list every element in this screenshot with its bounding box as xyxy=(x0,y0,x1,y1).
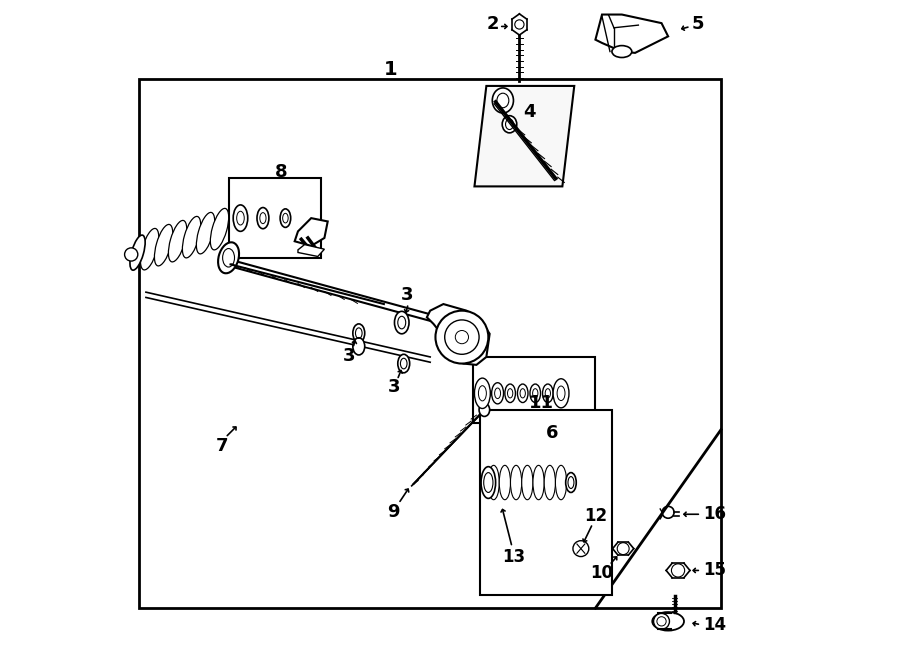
Ellipse shape xyxy=(168,220,186,262)
Text: 11: 11 xyxy=(528,394,554,412)
Ellipse shape xyxy=(183,216,201,258)
Ellipse shape xyxy=(257,208,269,229)
Ellipse shape xyxy=(543,384,553,403)
Polygon shape xyxy=(298,245,324,256)
Ellipse shape xyxy=(394,311,409,334)
Text: 3: 3 xyxy=(400,286,413,305)
Ellipse shape xyxy=(353,324,364,342)
Ellipse shape xyxy=(491,383,503,404)
Ellipse shape xyxy=(155,225,173,266)
Text: 9: 9 xyxy=(388,503,400,522)
Ellipse shape xyxy=(218,243,239,273)
Ellipse shape xyxy=(652,612,684,631)
Text: 7: 7 xyxy=(216,437,229,455)
Bar xyxy=(229,178,321,258)
Text: 4: 4 xyxy=(523,103,536,122)
Ellipse shape xyxy=(280,209,291,227)
Ellipse shape xyxy=(502,116,517,133)
Polygon shape xyxy=(294,218,328,246)
Ellipse shape xyxy=(211,208,229,250)
Ellipse shape xyxy=(130,235,145,270)
Text: 3: 3 xyxy=(388,377,400,396)
Text: 6: 6 xyxy=(546,424,559,442)
Text: 15: 15 xyxy=(703,561,726,580)
Text: 3: 3 xyxy=(343,346,356,365)
Text: 12: 12 xyxy=(584,506,607,525)
Text: 8: 8 xyxy=(275,163,288,181)
Bar xyxy=(480,410,612,595)
Ellipse shape xyxy=(510,465,522,500)
Polygon shape xyxy=(474,86,574,186)
Ellipse shape xyxy=(522,465,533,500)
Ellipse shape xyxy=(518,384,528,403)
Ellipse shape xyxy=(233,205,248,231)
Circle shape xyxy=(653,613,670,629)
Ellipse shape xyxy=(488,465,500,500)
Polygon shape xyxy=(596,15,668,53)
Circle shape xyxy=(124,248,138,261)
Text: 5: 5 xyxy=(691,15,704,34)
Ellipse shape xyxy=(612,46,632,58)
Bar xyxy=(140,79,721,608)
Ellipse shape xyxy=(500,465,510,500)
Ellipse shape xyxy=(530,384,541,403)
Text: 13: 13 xyxy=(502,547,526,566)
Text: 1: 1 xyxy=(383,60,397,79)
Ellipse shape xyxy=(492,88,514,113)
Ellipse shape xyxy=(479,403,490,416)
Ellipse shape xyxy=(544,465,555,500)
Text: 14: 14 xyxy=(703,615,726,634)
Ellipse shape xyxy=(566,473,576,492)
Ellipse shape xyxy=(555,465,567,500)
Polygon shape xyxy=(427,304,490,365)
Ellipse shape xyxy=(505,384,516,403)
Ellipse shape xyxy=(398,354,410,373)
Ellipse shape xyxy=(554,379,569,408)
Bar xyxy=(473,357,596,423)
Ellipse shape xyxy=(196,212,215,254)
Ellipse shape xyxy=(482,467,496,498)
Ellipse shape xyxy=(474,378,490,408)
Ellipse shape xyxy=(533,465,544,500)
Ellipse shape xyxy=(353,338,364,355)
Circle shape xyxy=(436,311,489,364)
Text: 2: 2 xyxy=(487,15,500,34)
Text: 16: 16 xyxy=(703,505,726,524)
Circle shape xyxy=(573,541,589,557)
Ellipse shape xyxy=(140,229,158,270)
Text: 10: 10 xyxy=(590,564,614,582)
